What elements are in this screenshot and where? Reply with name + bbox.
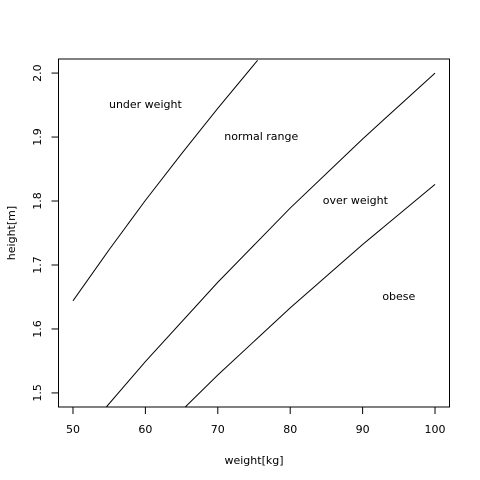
y-tick-label: 1.9 (31, 128, 44, 146)
annotation: obese (382, 290, 415, 303)
annotation: normal range (224, 130, 298, 143)
curve (184, 183, 436, 408)
x-tick-label: 100 (425, 423, 446, 436)
x-tick-label: 70 (211, 423, 225, 436)
y-tick-label: 1.5 (31, 384, 44, 402)
x-tick-label: 60 (138, 423, 152, 436)
plot-box (58, 58, 450, 408)
curve (105, 72, 436, 408)
x-tick-label: 50 (66, 423, 80, 436)
y-axis-label: height[m] (5, 206, 18, 260)
y-tick-label: 2.0 (31, 64, 44, 82)
curve (72, 59, 259, 302)
annotation: over weight (323, 194, 389, 207)
y-tick-label: 1.7 (31, 256, 44, 274)
y-tick-label: 1.6 (31, 320, 44, 338)
y-tick-label: 1.8 (31, 192, 44, 210)
annotation: under weight (109, 98, 182, 111)
x-axis-label: weight[kg] (224, 454, 283, 467)
x-tick-label: 90 (356, 423, 370, 436)
x-tick-label: 80 (283, 423, 297, 436)
